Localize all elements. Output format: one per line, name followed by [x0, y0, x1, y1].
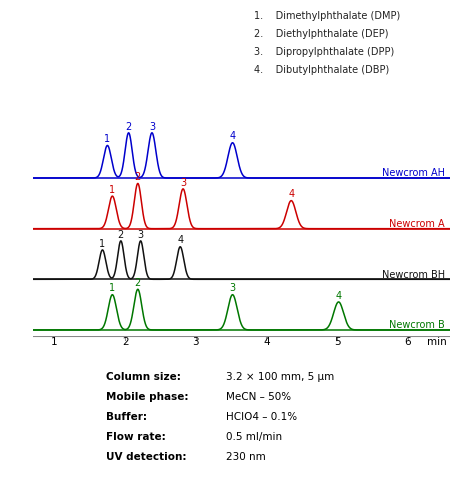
Text: Flow rate:: Flow rate:	[106, 431, 166, 441]
Text: Mobile phase:: Mobile phase:	[106, 392, 189, 401]
Text: min: min	[427, 336, 447, 347]
Text: Column size:: Column size:	[106, 372, 181, 382]
Text: Newcrom A: Newcrom A	[389, 218, 445, 228]
Text: 3.2 × 100 mm, 5 μm: 3.2 × 100 mm, 5 μm	[226, 372, 334, 382]
Text: 5: 5	[334, 336, 340, 347]
Text: 2.    Diethylphthalate (DEP): 2. Diethylphthalate (DEP)	[254, 29, 388, 39]
Text: 4: 4	[336, 290, 342, 300]
Text: 6: 6	[405, 336, 411, 347]
Text: 1: 1	[104, 134, 110, 144]
Text: Newcrom B: Newcrom B	[389, 320, 445, 330]
Text: UV detection:: UV detection:	[106, 451, 187, 461]
Text: 4: 4	[288, 189, 294, 199]
Text: 2: 2	[118, 229, 124, 239]
Text: 4: 4	[229, 131, 236, 141]
Text: 3: 3	[180, 177, 186, 187]
Text: 2: 2	[135, 277, 141, 288]
Text: HClO4 – 0.1%: HClO4 – 0.1%	[226, 411, 297, 421]
Text: 4: 4	[263, 336, 270, 347]
Text: 1.    Dimethylphthalate (DMP): 1. Dimethylphthalate (DMP)	[254, 11, 400, 21]
Text: 4: 4	[177, 235, 183, 245]
Text: 230 nm: 230 nm	[226, 451, 265, 461]
Text: 3: 3	[229, 283, 236, 293]
Text: 3: 3	[192, 336, 199, 347]
Text: 2: 2	[122, 336, 128, 347]
Text: 4.    Dibutylphthalate (DBP): 4. Dibutylphthalate (DBP)	[254, 65, 389, 75]
Text: 3.    Dipropylphthalate (DPP): 3. Dipropylphthalate (DPP)	[254, 47, 394, 57]
Text: MeCN – 50%: MeCN – 50%	[226, 392, 291, 401]
Text: 2: 2	[135, 172, 141, 182]
Text: 1: 1	[109, 283, 116, 293]
Text: 2: 2	[126, 121, 132, 131]
Text: Buffer:: Buffer:	[106, 411, 147, 421]
Text: Newcrom BH: Newcrom BH	[382, 269, 445, 279]
Text: Newcrom AH: Newcrom AH	[382, 168, 445, 178]
Text: 3: 3	[149, 121, 155, 131]
Text: 0.5 ml/min: 0.5 ml/min	[226, 431, 282, 441]
Text: 1: 1	[100, 238, 106, 248]
Text: 1: 1	[109, 184, 116, 194]
Text: 1: 1	[51, 336, 58, 347]
Text: 3: 3	[137, 229, 144, 239]
